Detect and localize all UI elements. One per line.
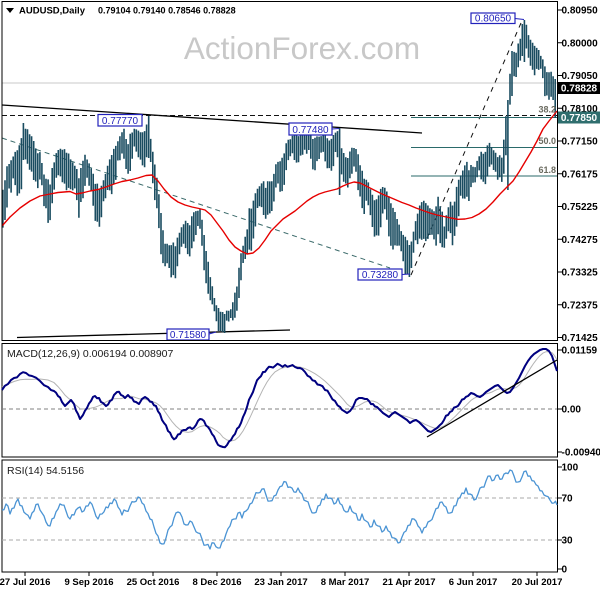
svg-text:0.72375: 0.72375 bbox=[562, 300, 599, 311]
svg-text:0.73325: 0.73325 bbox=[562, 268, 599, 279]
svg-text:0.80950: 0.80950 bbox=[562, 6, 599, 17]
svg-text:30: 30 bbox=[562, 536, 574, 547]
svg-text:70: 70 bbox=[562, 494, 574, 505]
svg-text:0.79104 0.79140 0.78546 0.7882: 0.79104 0.79140 0.78546 0.78828 bbox=[98, 6, 236, 16]
svg-text:0.80650: 0.80650 bbox=[475, 13, 512, 24]
svg-text:0.76175: 0.76175 bbox=[562, 169, 599, 180]
svg-text:27 Jul 2016: 27 Jul 2016 bbox=[0, 577, 50, 588]
svg-text:50.0: 50.0 bbox=[538, 136, 556, 146]
svg-text:0.74275: 0.74275 bbox=[562, 235, 599, 246]
svg-text:0.73280: 0.73280 bbox=[362, 270, 399, 281]
svg-text:AUDUSD,Daily: AUDUSD,Daily bbox=[19, 6, 86, 17]
svg-text:25 Oct 2016: 25 Oct 2016 bbox=[127, 577, 180, 588]
svg-text:38.2: 38.2 bbox=[538, 105, 556, 115]
svg-text:ActionForex.com: ActionForex.com bbox=[184, 30, 420, 66]
svg-text:0.01159: 0.01159 bbox=[562, 346, 598, 357]
svg-text:RSI(14) 54.5156: RSI(14) 54.5156 bbox=[7, 465, 84, 477]
svg-text:0.78828: 0.78828 bbox=[561, 84, 598, 95]
svg-text:61.8: 61.8 bbox=[538, 165, 556, 175]
svg-text:0: 0 bbox=[562, 565, 568, 576]
svg-text:100: 100 bbox=[562, 463, 579, 474]
svg-text:0.75225: 0.75225 bbox=[562, 202, 599, 213]
svg-text:20 Jul 2017: 20 Jul 2017 bbox=[512, 577, 563, 588]
svg-text:MACD(12,26,9) 0.006194 0.00890: MACD(12,26,9) 0.006194 0.008907 bbox=[7, 348, 174, 360]
svg-text:0.77770: 0.77770 bbox=[102, 116, 139, 127]
svg-text:21 Apr 2017: 21 Apr 2017 bbox=[383, 577, 436, 588]
svg-text:0.77480: 0.77480 bbox=[292, 125, 329, 136]
svg-text:0.77150: 0.77150 bbox=[562, 137, 599, 148]
svg-text:0.80000: 0.80000 bbox=[562, 38, 599, 49]
svg-text:6 Jun 2017: 6 Jun 2017 bbox=[449, 577, 498, 588]
svg-text:0.71425: 0.71425 bbox=[562, 333, 599, 344]
svg-text:0.71580: 0.71580 bbox=[170, 330, 207, 341]
svg-text:8 Mar 2017: 8 Mar 2017 bbox=[321, 577, 370, 588]
svg-text:0.79050: 0.79050 bbox=[562, 71, 599, 82]
svg-text:8 Dec 2016: 8 Dec 2016 bbox=[192, 577, 241, 588]
svg-text:23 Jan 2017: 23 Jan 2017 bbox=[254, 577, 307, 588]
svg-text:-0.009408: -0.009408 bbox=[562, 448, 600, 459]
svg-text:0.00: 0.00 bbox=[562, 405, 582, 416]
svg-text:9 Sep 2016: 9 Sep 2016 bbox=[64, 577, 113, 588]
svg-text:0.77850: 0.77850 bbox=[561, 113, 598, 124]
